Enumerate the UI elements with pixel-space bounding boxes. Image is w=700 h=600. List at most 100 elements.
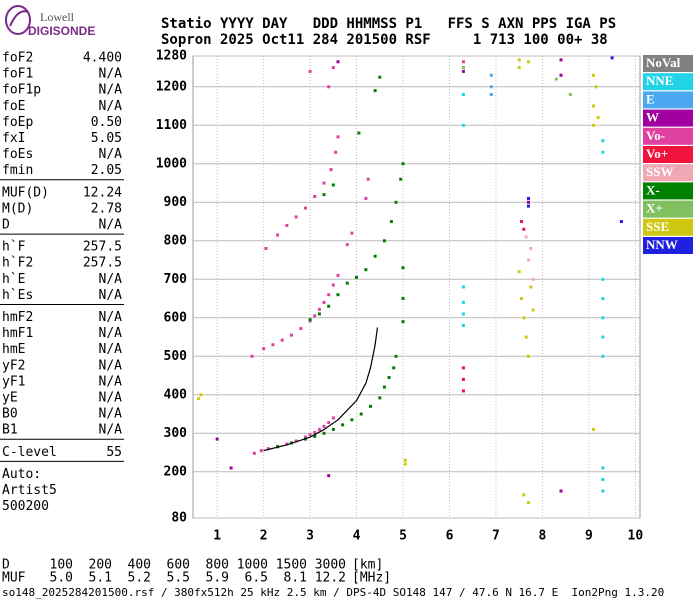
echo-point [461, 312, 465, 316]
param-value: N/A [99, 218, 123, 233]
echo-point [489, 93, 493, 96]
echo-point [331, 427, 335, 431]
echo-point [266, 447, 270, 451]
echo-point [610, 56, 614, 60]
echo-point [373, 89, 377, 93]
param-value: 5.05 [91, 131, 122, 146]
echo-point [322, 431, 326, 435]
legend-label: SSW [646, 164, 673, 179]
echo-point [357, 131, 361, 135]
echo-point [559, 489, 563, 493]
param-value: 2.78 [91, 201, 122, 216]
echo-point [382, 239, 386, 243]
legend-swatch [643, 218, 693, 236]
y-tick-label: 1280 [156, 49, 187, 64]
param-value: N/A [99, 358, 123, 373]
param-value: 257.5 [83, 256, 122, 271]
echo-point [322, 300, 326, 304]
echo-point [394, 200, 398, 204]
echo-point [522, 227, 526, 231]
legend-label: Vo+ [646, 146, 668, 161]
param-name: foEs [2, 147, 33, 162]
echo-point [373, 254, 377, 258]
legend-swatch [643, 146, 693, 163]
x-tick-label: 3 [306, 529, 314, 544]
muf-cell: 600 [167, 558, 190, 573]
muf-cell: 100 [50, 558, 73, 573]
echo-point [461, 285, 465, 289]
y-tick-label: 800 [164, 233, 188, 248]
echo-point [327, 85, 331, 89]
legend-swatch [643, 73, 693, 91]
echo-point [341, 423, 345, 427]
echo-point [522, 316, 526, 320]
param-name: foF2 [2, 51, 33, 66]
echo-point [619, 220, 623, 224]
echo-point [317, 427, 321, 431]
echo-point [601, 489, 605, 493]
echo-point [382, 385, 386, 389]
muf-cell: 5.0 [50, 571, 73, 586]
echo-point [336, 293, 340, 297]
echo-point [378, 396, 382, 400]
echo-point [461, 60, 465, 64]
x-tick-label: 1 [213, 529, 221, 544]
echo-point [526, 204, 530, 208]
echo-point [252, 451, 256, 455]
echo-point [461, 93, 465, 96]
echo-point [215, 437, 219, 441]
param-name: D [2, 218, 10, 233]
echo-point [317, 312, 321, 316]
echo-point [355, 275, 359, 279]
header-row: Sopron 2025 Oct11 284 201500 RSF 1 713 1… [161, 32, 608, 48]
param-name: yE [2, 391, 18, 406]
echo-point [294, 439, 298, 443]
muf-table: D 100 200 400 600 800 1000 1500 3000 [km] MUF 5.0 5.… [2, 558, 391, 586]
legend-swatch [643, 200, 693, 218]
echo-point [262, 347, 266, 351]
echo-point [522, 493, 526, 497]
echo-point [592, 104, 596, 108]
param-value: N/A [99, 374, 123, 389]
param-name: hmE [2, 342, 25, 357]
legend-swatch [643, 91, 693, 109]
y-tick-label: 300 [164, 426, 188, 441]
echo-point [322, 181, 326, 185]
echo-point [399, 177, 403, 181]
echo-point [401, 297, 405, 301]
y-tick-label: 1200 [156, 79, 187, 94]
echo-point [401, 162, 405, 166]
echo-point [592, 73, 596, 77]
legend-label: NNE [646, 73, 673, 88]
logo-icon [5, 5, 31, 35]
echo-point [313, 314, 317, 318]
echo-point [461, 66, 465, 70]
echo-point [461, 69, 465, 73]
param-name: h`F [2, 240, 26, 255]
y-tick-label: 500 [164, 349, 188, 364]
echo-point [280, 338, 284, 342]
echo-point [594, 85, 598, 89]
echo-point [531, 277, 535, 281]
echo-point [331, 283, 335, 287]
echo-point [294, 215, 298, 219]
param-value: N/A [99, 342, 123, 357]
y-tick-label: 600 [164, 310, 188, 325]
param-value: N/A [99, 407, 123, 422]
echo-point [336, 135, 340, 139]
echo-point [322, 193, 326, 197]
echo-point [285, 223, 289, 227]
echo-point [197, 397, 201, 401]
y-tick-label: 900 [164, 195, 188, 210]
param-value: 2.05 [91, 163, 122, 178]
echo-point [403, 458, 407, 462]
param-name: h`E [2, 272, 25, 287]
echo-point [387, 375, 391, 379]
profile-line [263, 327, 379, 452]
legend-label: NNW [646, 237, 678, 252]
y-tick-label: 80 [171, 511, 187, 526]
echo-point [489, 73, 493, 77]
legend-swatch [643, 164, 693, 182]
echo-point [601, 466, 605, 470]
legend-swatch [643, 109, 693, 127]
